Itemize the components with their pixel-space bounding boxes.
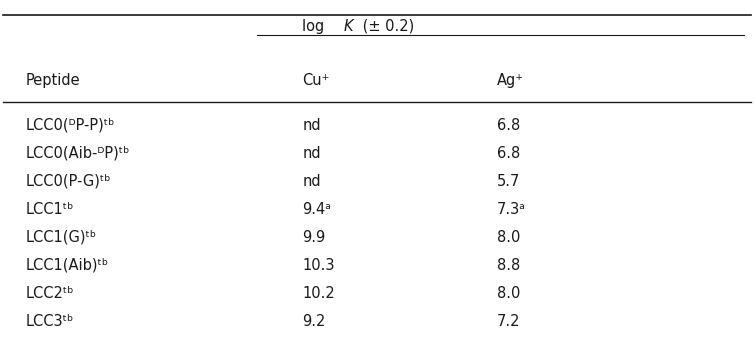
Text: LCC2ᵗᵇ: LCC2ᵗᵇ bbox=[25, 286, 74, 301]
Text: 5.7: 5.7 bbox=[497, 174, 520, 188]
Text: Cu⁺: Cu⁺ bbox=[302, 73, 329, 88]
Text: LCC1(G)ᵗᵇ: LCC1(G)ᵗᵇ bbox=[25, 229, 97, 245]
Text: LCC0(ᴰP-P)ᵗᵇ: LCC0(ᴰP-P)ᵗᵇ bbox=[25, 118, 115, 133]
Text: log: log bbox=[302, 18, 329, 34]
Text: LCC0(P-G)ᵗᵇ: LCC0(P-G)ᵗᵇ bbox=[25, 174, 111, 188]
Text: nd: nd bbox=[302, 118, 320, 133]
Text: 8.0: 8.0 bbox=[497, 286, 520, 301]
Text: 7.3ᵃ: 7.3ᵃ bbox=[497, 202, 526, 217]
Text: nd: nd bbox=[302, 145, 320, 161]
Text: LCC1(Aib)ᵗᵇ: LCC1(Aib)ᵗᵇ bbox=[25, 257, 109, 272]
Text: 10.2: 10.2 bbox=[302, 286, 335, 301]
Text: 9.2: 9.2 bbox=[302, 314, 326, 329]
Text: 8.0: 8.0 bbox=[497, 229, 520, 245]
Text: LCC3ᵗᵇ: LCC3ᵗᵇ bbox=[25, 314, 73, 329]
Text: 10.3: 10.3 bbox=[302, 257, 335, 272]
Text: K: K bbox=[343, 18, 353, 34]
Text: nd: nd bbox=[302, 174, 320, 188]
Text: (± 0.2): (± 0.2) bbox=[358, 18, 415, 34]
Text: 9.9: 9.9 bbox=[302, 229, 326, 245]
Text: Ag⁺: Ag⁺ bbox=[497, 73, 524, 88]
Text: 7.2: 7.2 bbox=[497, 314, 520, 329]
Text: 6.8: 6.8 bbox=[497, 118, 520, 133]
Text: LCC0(Aib-ᴰP)ᵗᵇ: LCC0(Aib-ᴰP)ᵗᵇ bbox=[25, 145, 130, 161]
Text: 8.8: 8.8 bbox=[497, 257, 520, 272]
Text: 9.4ᵃ: 9.4ᵃ bbox=[302, 202, 331, 217]
Text: Peptide: Peptide bbox=[25, 73, 80, 88]
Text: 6.8: 6.8 bbox=[497, 145, 520, 161]
Text: LCC1ᵗᵇ: LCC1ᵗᵇ bbox=[25, 202, 74, 217]
